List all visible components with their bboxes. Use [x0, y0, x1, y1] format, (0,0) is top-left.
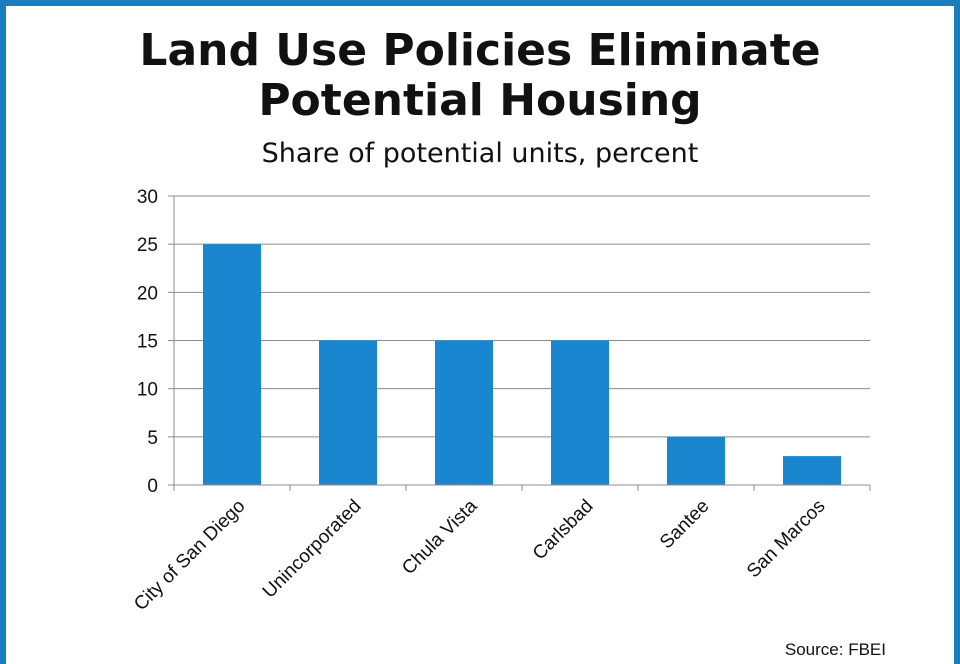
y-tick-label: 30 — [137, 187, 158, 208]
y-tick-label: 25 — [137, 235, 158, 256]
x-tick-label: Unincorporated — [259, 496, 366, 603]
bar-city-of-san-diego — [203, 244, 261, 485]
y-tick-label: 5 — [147, 428, 158, 449]
gridlines — [174, 195, 870, 438]
chart-subtitle: Share of potential units, percent — [261, 138, 699, 169]
bars — [203, 244, 841, 485]
x-tick-label: Chula Vista — [398, 495, 482, 579]
bar-san-marcos — [783, 456, 841, 485]
bar-unincorporated — [319, 340, 377, 485]
x-axis-labels: City of San Diego Unincorporated Chula Vis… — [130, 495, 829, 615]
chart-title: Land Use Policies Eliminate Potential Hou… — [0, 26, 960, 126]
y-tick-label: 10 — [137, 380, 158, 401]
x-tick-label: Santee — [656, 496, 713, 553]
y-tick-label: 15 — [137, 332, 158, 353]
bar-santee — [667, 436, 725, 485]
y-tick-label: 20 — [137, 283, 158, 304]
bar-chula-vista — [435, 340, 493, 485]
bar-carlsbad — [551, 340, 609, 485]
x-tick-label: San Marcos — [743, 496, 830, 583]
chart-title-line-2: Potential Housing — [258, 75, 702, 126]
x-tick-label: Carlsbad — [529, 496, 598, 565]
x-tick-label: City of San Diego — [130, 496, 249, 615]
x-axis — [173, 484, 871, 491]
chart-title-line-1: Land Use Policies Eliminate — [139, 25, 821, 76]
y-axis-ticks: 0 5 10 15 20 25 30 — [137, 187, 175, 497]
y-tick-label: 0 — [147, 476, 158, 497]
source-note: Source: FBEI — [784, 640, 886, 659]
